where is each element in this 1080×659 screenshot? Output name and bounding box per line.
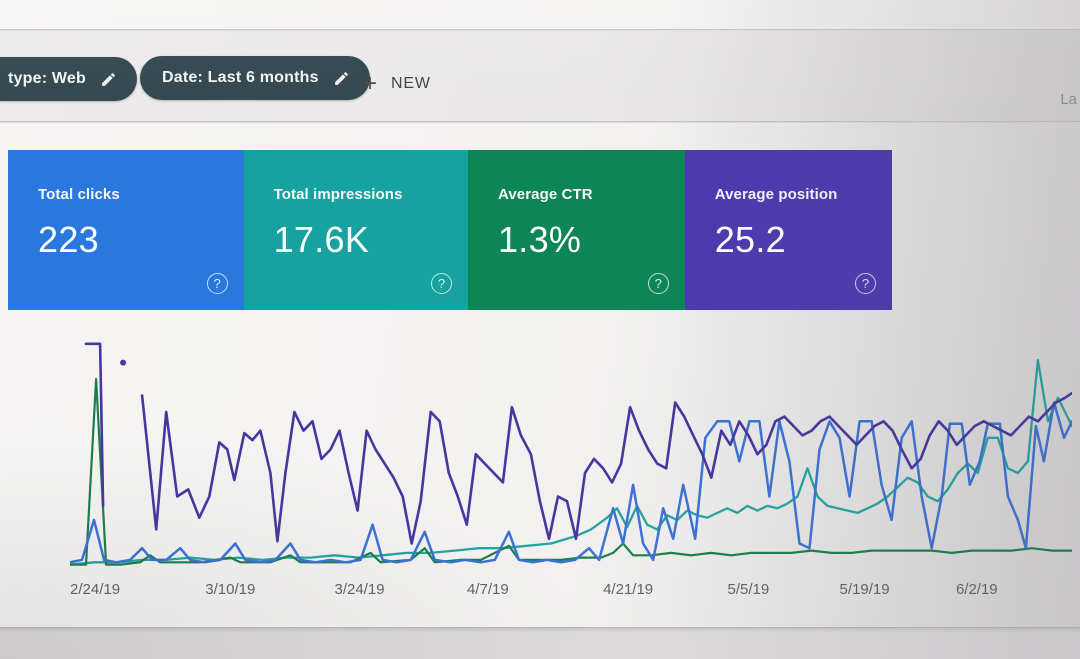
metric-card-average-position[interactable]: Average position 25.2 ? [684,150,892,310]
x-axis-label: 5/5/19 [727,581,770,598]
new-button-label: NEW [391,75,431,92]
filter-chip-date-range[interactable]: Date: Last 6 months [140,56,370,100]
filter-chip-label: type: Web [8,70,86,87]
chart-point-position [120,359,127,366]
x-axis-label: 5/19/19 [839,581,890,598]
metric-card-total-impressions[interactable]: Total impressions 17.6K ? [243,150,468,310]
x-axis-labels: 2/24/19 3/10/19 3/24/19 4/7/19 4/21/19 5/5/19… [70,575,1072,605]
metric-value: 17.6K [273,219,370,260]
edit-pencil-icon[interactable] [100,71,117,88]
chart-line-impressions [70,359,1072,566]
filter-chip-search-type[interactable]: type: Web [0,57,137,101]
metric-card-total-clicks[interactable]: Total clicks 223 ? [8,150,244,310]
chart-line-clicks [70,401,1072,564]
x-axis-label: 4/7/19 [466,581,509,598]
new-filter-button[interactable]: + NEW [363,66,431,102]
x-axis-label: 6/2/19 [955,581,998,598]
x-axis-label: 4/21/19 [603,581,654,598]
help-icon[interactable]: ? [430,273,452,294]
metric-title: Average CTR [497,186,593,203]
x-axis-label: 2/24/19 [70,581,121,598]
chart-line-position [140,391,1072,545]
performance-panel: Total clicks 223 ? Total impressions 17.… [0,123,1080,628]
metric-title: Total impressions [273,186,403,203]
browser-top-strip [0,0,1080,30]
metric-card-average-ctr[interactable]: Average CTR 1.3% ? [467,150,685,310]
metric-value: 25.2 [714,219,786,260]
metric-value: 1.3% [497,219,582,260]
metric-cards-row: Total clicks 223 ? Total impressions 17.… [8,150,892,310]
chart-canvas[interactable] [70,332,1072,567]
x-axis-label: 3/10/19 [205,581,256,598]
metric-value: 223 [38,219,99,260]
performance-line-chart[interactable] [70,332,1072,567]
edit-pencil-icon[interactable] [333,70,350,87]
x-axis-label: 3/24/19 [334,581,385,598]
help-icon[interactable]: ? [647,273,669,294]
plus-icon: + [363,70,378,97]
chart-line-position [84,342,105,508]
truncated-last-updated-text: La [1060,91,1077,108]
filter-chip-label: Date: Last 6 months [162,69,319,86]
help-icon[interactable]: ? [855,273,876,294]
metric-title: Total clicks [38,186,120,203]
filter-bar: type: Web Date: Last 6 months + NEW La [0,31,1080,122]
metric-title: Average position [714,186,838,203]
help-icon[interactable]: ? [206,273,228,294]
